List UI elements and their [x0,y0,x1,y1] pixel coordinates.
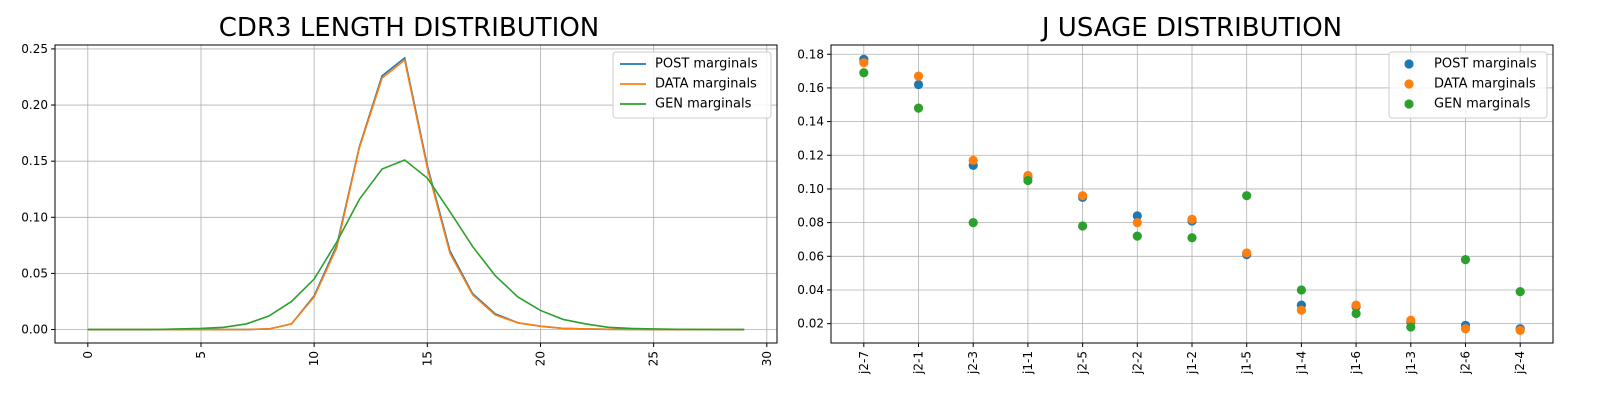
j-usage-point [1078,191,1088,201]
j-usage-point [1460,324,1471,334]
j-usage-y-tick-label: 0.16 [797,81,824,95]
j-usage-point [1242,248,1252,258]
j-usage-x-tick-label: j2-7 [857,351,871,375]
cdr3-x-tick-label: 15 [420,351,434,366]
j-usage-chart: J USAGE DISTRIBUTION j2-7 j2-1 j2-3 j1-1 j2-… [797,13,1554,375]
j-usage-x-tick-label: j1-5 [1240,351,1254,375]
j-usage-point [1187,233,1197,243]
j-usage-legend-label: POST marginals [1434,57,1537,72]
cdr3-y-tick-label: 0.10 [21,210,48,224]
j-usage-point [913,71,924,81]
cdr3-legend-label: GEN marginals [655,97,752,112]
cdr3-chart-title: CDR3 LENGTH DISTRIBUTION [219,13,599,43]
j-usage-point [913,79,924,90]
j-usage-point [1023,175,1033,186]
cdr3-series [87,56,745,331]
j-usage-point [1187,214,1197,224]
j-usage-legend-label: DATA marginals [1434,77,1536,92]
j-usage-y-tick-label: 0.10 [797,182,824,196]
cdr3-legend-box [612,51,772,119]
cdr3-length-chart: CDR3 LENGTH DISTRIBUTION 0 5 10 15 20 25 30 0.0… [21,13,778,366]
j-usage-point [1515,325,1525,335]
cdr3-x-tick-label: 0 [81,351,95,359]
cdr3-y-tick-label: 0.05 [21,266,48,280]
j-usage-point [1406,315,1416,325]
j-usage-legend-swatch [1404,99,1414,109]
j-usage-point [913,103,924,113]
j-usage-y-tick-label: 0.12 [797,148,824,162]
j-usage-legend-swatch [1404,59,1414,69]
j-usage-x-tick-label: j2-4 [1513,351,1527,375]
j-usage-chart-title: J USAGE DISTRIBUTION [1040,13,1342,43]
j-usage-y-tick-label: 0.04 [797,283,824,297]
j-usage-point [1242,191,1252,201]
j-usage-x-tick-label: j1-2 [1185,351,1199,375]
j-usage-x-tick-label: j2-1 [912,351,926,375]
j-usage-y-tick-label: 0.06 [797,249,824,263]
j-usage-x-tick-label: j2-5 [1076,351,1090,375]
j-usage-legend-swatch [1404,79,1414,89]
cdr3-x-tick-label: 20 [533,351,547,366]
cdr3-axis-ticks: 0 5 10 15 20 25 30 0.00 0.05 0.10 0.15 0.20 0.25 [21,42,774,366]
j-usage-point [1515,287,1525,297]
cdr3-x-tick-label: 25 [647,351,661,366]
j-usage-series [859,54,1525,335]
cdr3-x-tick-label: 10 [307,351,321,366]
j-usage-y-tick-label: 0.14 [797,115,824,129]
cdr3-x-tick-label: 30 [760,351,774,366]
j-usage-x-tick-label: j1-1 [1021,351,1035,375]
cdr3-y-tick-label: 0.25 [21,42,48,56]
j-usage-point [1460,255,1471,265]
j-usage-x-tick-label: j1-3 [1404,351,1418,375]
j-usage-x-tick-label: j1-6 [1349,351,1363,375]
j-usage-x-tick-label: j2-6 [1458,351,1472,375]
j-usage-point [1132,218,1142,228]
j-usage-point [1296,305,1306,315]
cdr3-legend-label: DATA marginals [655,77,757,92]
cdr3-x-tick-label: 5 [194,351,208,359]
j-usage-axis-ticks: j2-7 j2-1 j2-3 j1-1 j2-5 j2-2 j1-2 j1-5 j1-4 j1-6… [797,47,1527,375]
cdr3-legend-label: POST marginals [655,57,758,72]
cdr3-series-line [87,159,745,331]
j-usage-point [859,58,869,68]
j-usage-point [1132,231,1142,241]
cdr3-y-tick-label: 0.20 [21,98,48,112]
j-usage-y-tick-label: 0.18 [797,47,824,61]
j-usage-point [968,155,978,165]
j-usage-y-tick-label: 0.02 [797,317,824,331]
j-usage-x-tick-label: j2-3 [966,351,980,375]
j-usage-x-tick-label: j2-2 [1130,351,1144,375]
j-usage-point [1351,308,1361,319]
j-usage-legend-label: GEN marginals [1434,97,1531,112]
cdr3-legend: POST marginals DATA marginals GEN marginal… [612,51,772,119]
cdr3-series-line [87,58,745,331]
cdr3-plot-frame [54,44,778,344]
j-usage-x-tick-label: j1-4 [1294,351,1308,375]
j-usage-point [1132,211,1142,221]
j-usage-legend: POST marginals DATA marginals GEN marginal… [1388,51,1548,119]
cdr3-y-tick-label: 0.00 [21,323,48,337]
j-usage-point [1406,322,1416,332]
j-usage-point [1296,285,1306,295]
j-usage-point [1351,300,1361,310]
j-usage-point [968,218,978,228]
j-usage-point [859,68,869,78]
j-usage-y-tick-label: 0.08 [797,216,824,230]
j-usage-point [1078,221,1088,231]
j-usage-legend-box [1388,51,1548,119]
cdr3-y-tick-label: 0.15 [21,154,48,168]
